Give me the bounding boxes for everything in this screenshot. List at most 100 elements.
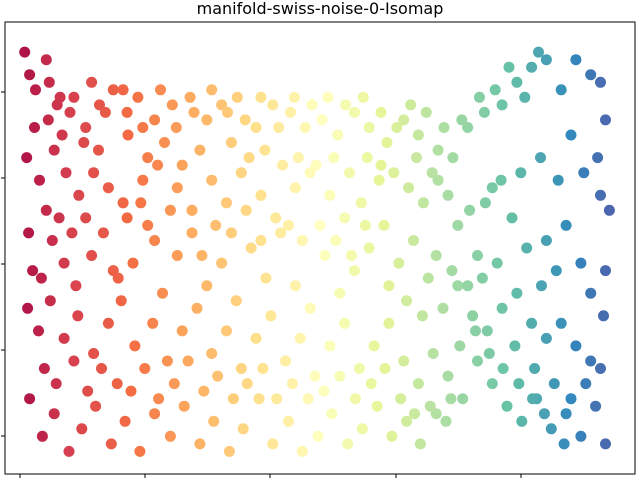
- scatter-point: [168, 378, 180, 390]
- scatter-point: [312, 430, 324, 442]
- scatter-point: [491, 257, 503, 269]
- scatter-point: [388, 167, 400, 179]
- scatter-point: [511, 76, 523, 88]
- scatter-point: [210, 219, 222, 231]
- scatter-point: [40, 204, 52, 216]
- scatter-point: [271, 393, 283, 405]
- scatter-point: [398, 114, 410, 126]
- scatter-point: [267, 438, 279, 450]
- scatter-point: [152, 159, 164, 171]
- scatter-point: [38, 363, 50, 374]
- plot-frame: [4, 21, 636, 475]
- scatter-point: [29, 122, 40, 133]
- scatter-point: [119, 415, 131, 427]
- scatter-point: [115, 295, 127, 307]
- scatter-point: [403, 182, 415, 194]
- scatter-point: [283, 415, 294, 427]
- scatter-point: [33, 325, 44, 337]
- scatter-point: [105, 438, 117, 450]
- scatter-point: [535, 152, 546, 164]
- scatter-point: [86, 76, 98, 88]
- scatter-point: [127, 257, 139, 269]
- scatter-point: [497, 363, 509, 374]
- scatter-point: [355, 197, 367, 209]
- scatter-point: [292, 152, 304, 164]
- scatter-point: [417, 197, 429, 209]
- scatter-point: [600, 438, 611, 450]
- scatter-point: [149, 235, 161, 246]
- scatter-point: [575, 430, 587, 442]
- scatter-point: [414, 438, 426, 450]
- scatter-point: [506, 212, 518, 224]
- scatter-point: [149, 114, 161, 126]
- scatter-point: [578, 167, 590, 179]
- scatter-point: [322, 91, 334, 103]
- scatter-point: [432, 144, 444, 156]
- scatter-point: [540, 54, 552, 66]
- scatter-point: [96, 363, 107, 374]
- scatter-point: [260, 272, 272, 284]
- scatter-point: [526, 317, 538, 329]
- scatter-point: [371, 400, 383, 412]
- scatter-point: [555, 317, 567, 329]
- scatter-point: [416, 310, 428, 322]
- scatter-point: [239, 114, 251, 126]
- scatter-point: [212, 370, 224, 382]
- scatter-point: [412, 129, 424, 141]
- scatter-point: [21, 152, 33, 164]
- scatter-point: [149, 408, 161, 420]
- scatter-point: [125, 385, 137, 397]
- scatter-point: [405, 99, 417, 111]
- scatter-point: [585, 355, 597, 367]
- scatter-point: [40, 54, 52, 66]
- scatter-point: [153, 393, 165, 405]
- scatter-point: [206, 174, 218, 186]
- scatter-point: [515, 167, 527, 179]
- scatter-point: [324, 189, 336, 201]
- scatter-point: [171, 250, 183, 261]
- scatter-point: [206, 348, 218, 359]
- scatter-point: [330, 235, 342, 246]
- scatter-point: [129, 340, 141, 352]
- scatter-point: [552, 174, 564, 186]
- scatter-point: [398, 355, 410, 367]
- scatter-point: [44, 295, 56, 307]
- scatter-point: [536, 280, 547, 292]
- scatter-point: [86, 250, 98, 261]
- scatter-point: [368, 340, 380, 352]
- scatter-point: [68, 355, 80, 367]
- scatter-point: [503, 61, 515, 73]
- scatter-point: [94, 99, 105, 111]
- scatter-point: [304, 167, 316, 179]
- scatter-point: [72, 310, 84, 322]
- scatter-point: [64, 106, 76, 118]
- scatter-point: [50, 378, 62, 390]
- scatter-point: [395, 393, 407, 405]
- scatter-point: [54, 91, 66, 103]
- scatter-point: [359, 219, 371, 231]
- scatter-point: [102, 182, 114, 194]
- scatter-point: [225, 227, 237, 239]
- scatter-point: [349, 265, 360, 277]
- scatter-point: [409, 408, 420, 420]
- scatter-point: [496, 99, 508, 111]
- scatter-point: [27, 265, 39, 277]
- scatter-point: [430, 408, 442, 420]
- scatter-point: [585, 287, 597, 299]
- scatter-point: [80, 122, 92, 133]
- scatter-point: [319, 250, 331, 261]
- scatter-point: [513, 378, 525, 390]
- x-axis-ticks: [19, 474, 522, 478]
- scatter-point: [570, 54, 582, 66]
- scatter-point: [235, 363, 247, 374]
- scatter-point: [447, 152, 459, 164]
- scatter-point: [34, 174, 45, 186]
- scatter-point: [24, 393, 36, 405]
- scatter-point: [78, 137, 90, 148]
- scatter-point: [432, 174, 444, 186]
- scatter-point: [221, 197, 232, 209]
- scatter-point: [273, 122, 285, 133]
- scatter-point: [161, 355, 173, 367]
- scatter-point: [176, 325, 188, 337]
